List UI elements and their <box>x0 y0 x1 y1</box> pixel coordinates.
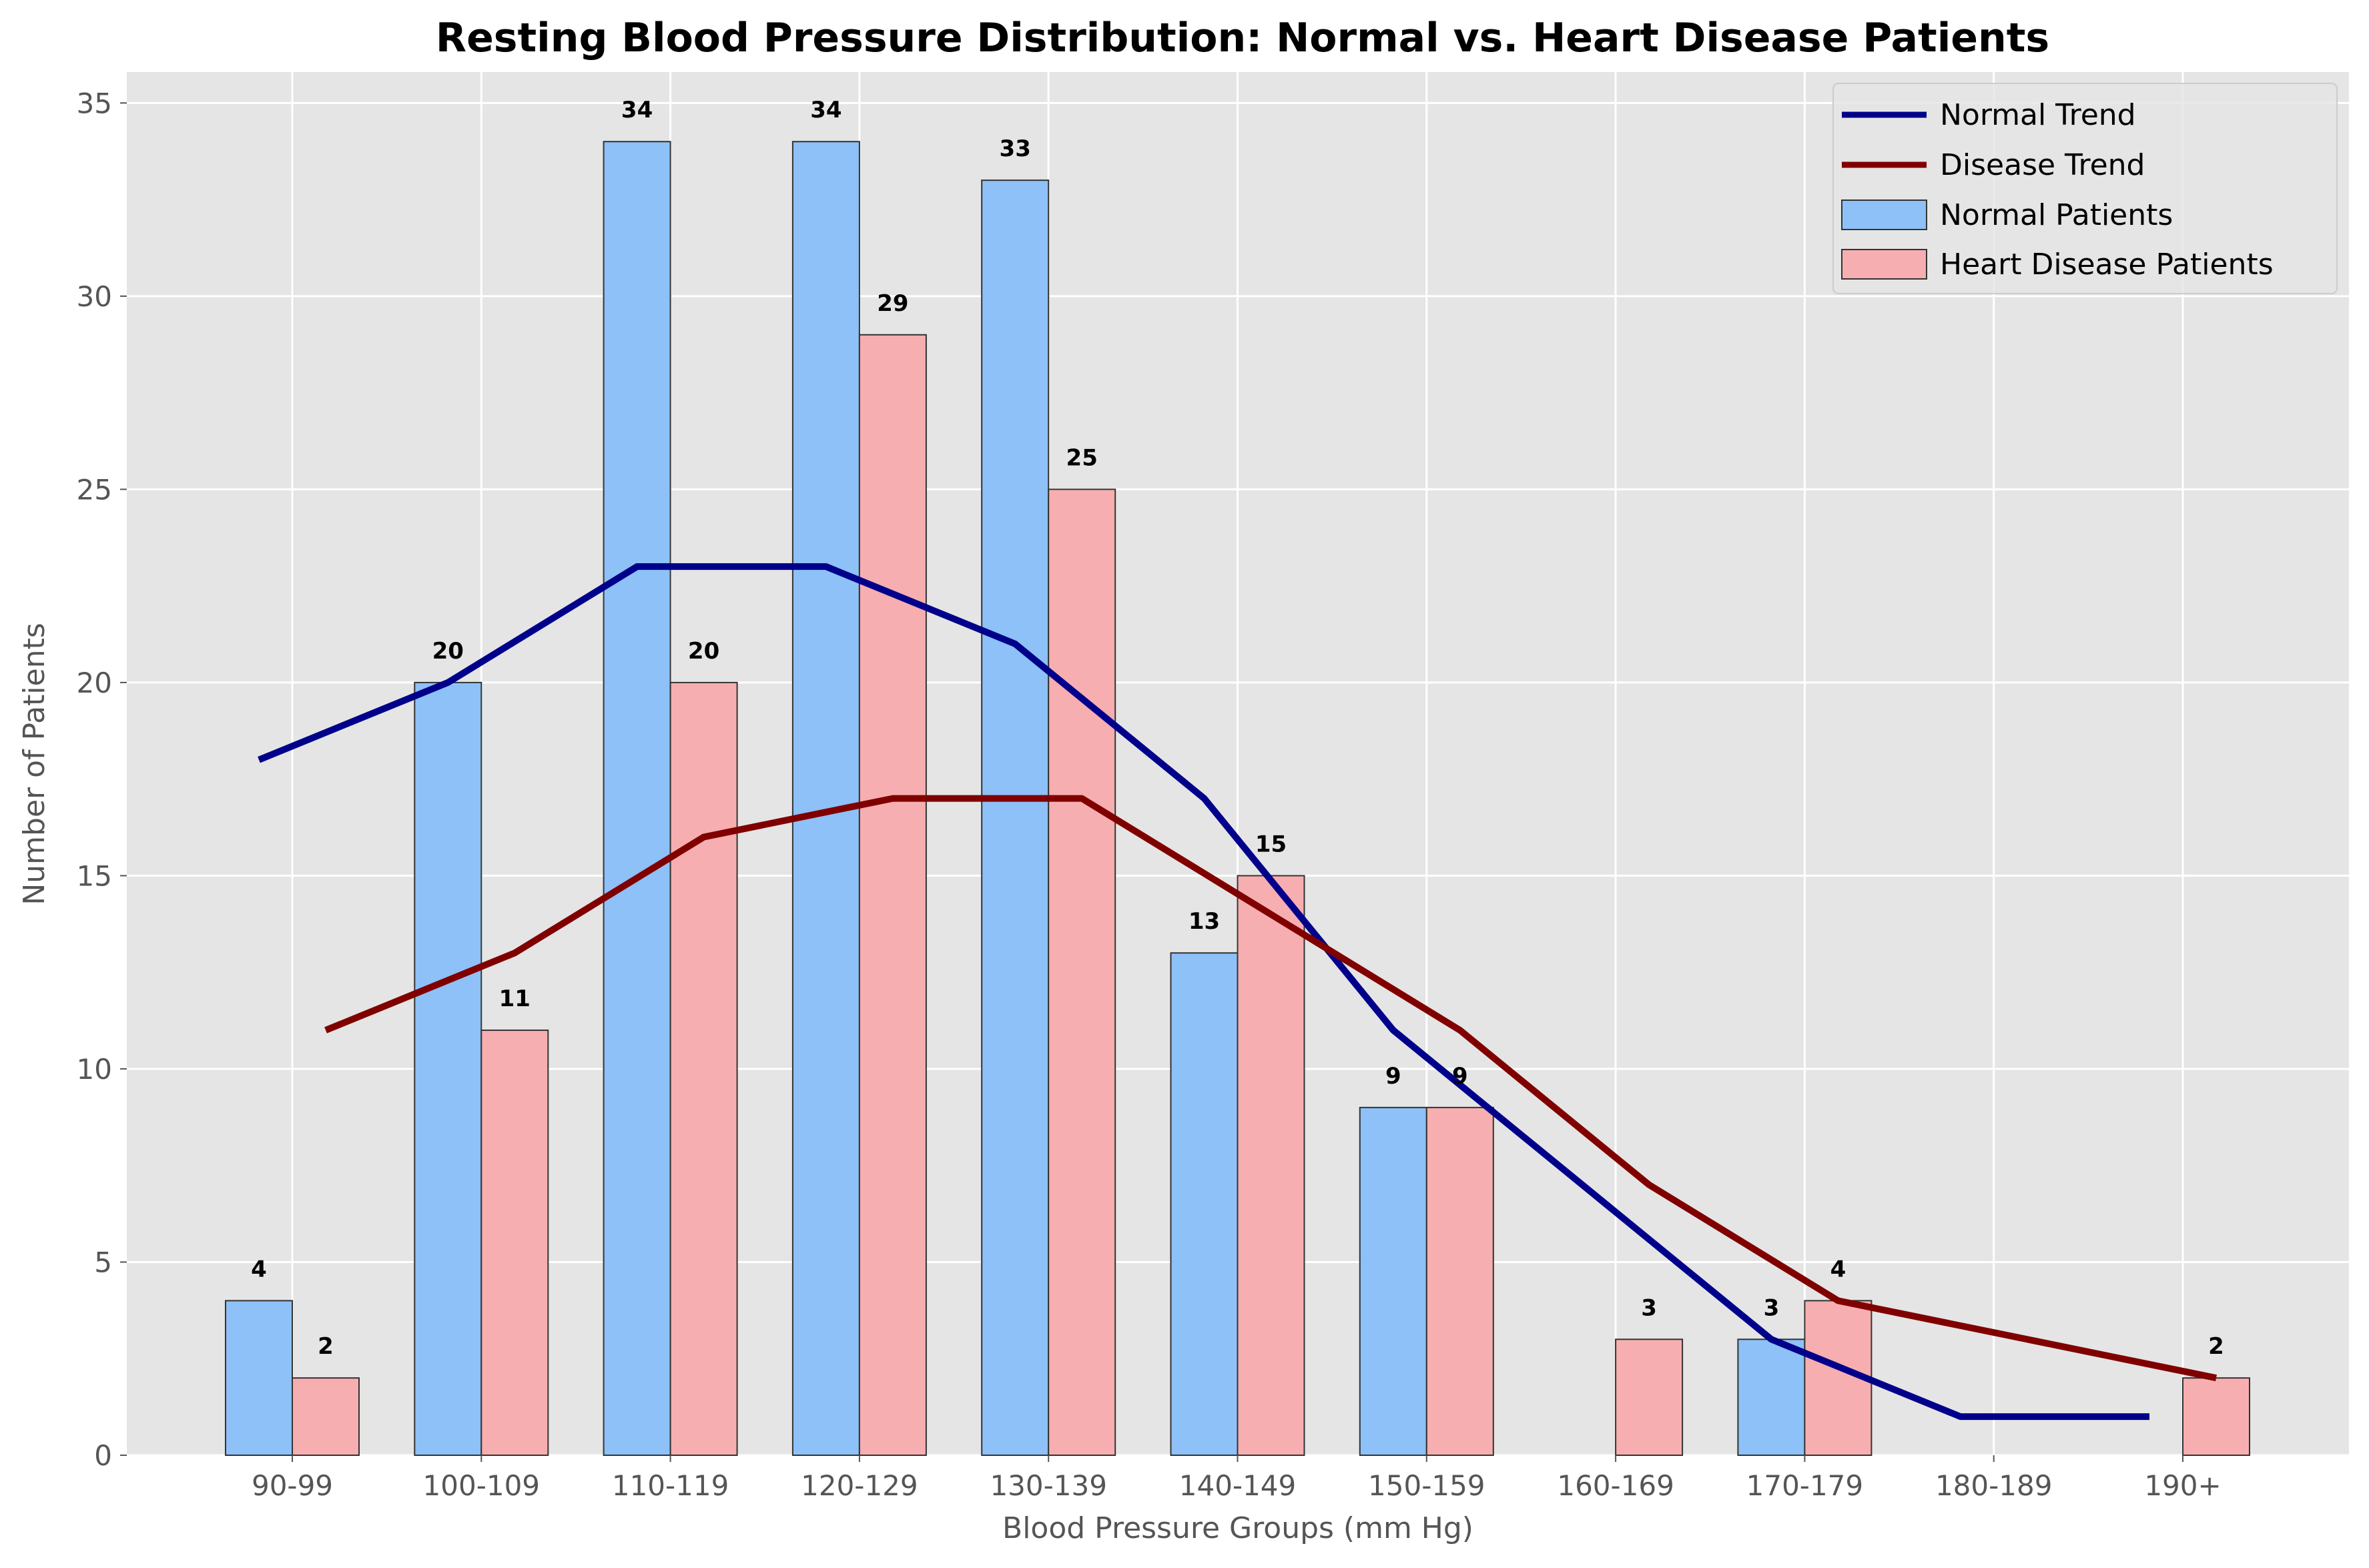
x-axis-label: Blood Pressure Groups (mm Hg) <box>1002 1511 1473 1545</box>
bar-heart-disease-patients <box>669 681 738 1456</box>
line-disease-trend <box>324 795 2218 1382</box>
y-tick-label: 0 <box>94 1439 112 1472</box>
data-label: 4 <box>251 1256 267 1282</box>
data-label: 9 <box>1452 1063 1468 1090</box>
legend-label-disease-trend: Disease Trend <box>1940 148 2145 182</box>
bar-heart-disease-patients <box>2182 1377 2250 1456</box>
data-label: 2 <box>2208 1333 2224 1360</box>
bar-normal-patients <box>1170 952 1239 1456</box>
legend-box <box>1832 83 2338 294</box>
bar-normal-patients <box>1359 1106 1427 1456</box>
bar-heart-disease-patients <box>292 1377 360 1456</box>
data-label: 20 <box>432 638 464 665</box>
data-label: 11 <box>499 986 531 1012</box>
data-label: 9 <box>1385 1063 1401 1090</box>
data-label: 34 <box>810 97 841 123</box>
bar-heart-disease-patients <box>480 1030 549 1456</box>
x-tick-label: 170-179 <box>1746 1469 1864 1502</box>
x-tick-label: 130-139 <box>990 1469 1107 1502</box>
data-label: 29 <box>877 290 908 317</box>
y-axis-label: Number of Patients <box>17 623 51 905</box>
bar-normal-patients <box>603 141 671 1457</box>
x-tick-label: 120-129 <box>801 1469 918 1502</box>
y-tick-label: 30 <box>77 280 112 313</box>
line-normal-trend <box>258 563 2149 1421</box>
x-tick-label: 90-99 <box>252 1469 333 1502</box>
legend-swatch-normal-patients <box>1841 200 1927 230</box>
bar-heart-disease-patients <box>1425 1106 1494 1456</box>
bar-normal-patients <box>791 141 860 1457</box>
legend: Normal Trend Disease Trend Normal Patien… <box>1832 83 2338 294</box>
bar-heart-disease-patients <box>1048 488 1116 1457</box>
x-tick-label: 190+ <box>2144 1469 2221 1502</box>
x-tick-label: 150-159 <box>1368 1469 1485 1502</box>
bar-heart-disease-patients <box>1237 875 1305 1456</box>
y-tick-label: 25 <box>77 473 112 506</box>
bar-heart-disease-patients <box>1615 1338 1684 1456</box>
data-label: 13 <box>1189 908 1220 935</box>
legend-label-heart-disease-patients: Heart Disease Patients <box>1940 248 2274 282</box>
x-tick-label: 140-149 <box>1179 1469 1297 1502</box>
bar-normal-patients <box>225 1300 293 1456</box>
data-label: 3 <box>1641 1294 1657 1321</box>
bar-normal-patients <box>414 681 482 1456</box>
data-label: 33 <box>1000 135 1031 162</box>
bar-normal-patients <box>1737 1338 1806 1456</box>
data-label: 15 <box>1255 831 1287 857</box>
legend-label-normal-trend: Normal Trend <box>1940 98 2136 132</box>
y-tick-label: 35 <box>77 87 112 119</box>
x-tick-label: 100-109 <box>423 1469 541 1502</box>
data-label: 4 <box>1830 1256 1846 1282</box>
bars <box>225 141 2250 1457</box>
tick-labels: 0 5 10 15 20 25 30 35 90-99 100-109 110-119 120-129… <box>77 87 2222 1502</box>
legend-swatch-heart-disease-patients <box>1841 249 1927 280</box>
data-label: 25 <box>1066 444 1098 471</box>
x-tick-label: 160-169 <box>1557 1469 1674 1502</box>
x-tick-label: 180-189 <box>1935 1469 2053 1502</box>
legend-label-normal-patients: Normal Patients <box>1940 198 2173 232</box>
y-tick-label: 15 <box>77 859 112 892</box>
bar-heart-disease-patients <box>858 334 927 1457</box>
trend-lines <box>258 563 2218 1421</box>
data-label: 34 <box>621 97 653 123</box>
data-label: 3 <box>1764 1294 1780 1321</box>
y-tick-label: 10 <box>77 1053 112 1086</box>
chart-title: Resting Blood Pressure Distribution: Nor… <box>436 15 2049 61</box>
x-tick-label: 110-119 <box>612 1469 729 1502</box>
data-label: 20 <box>688 638 719 665</box>
data-label: 2 <box>318 1333 334 1360</box>
y-tick-label: 5 <box>94 1246 112 1278</box>
y-tick-label: 20 <box>77 667 112 699</box>
bar-normal-patients <box>981 179 1050 1457</box>
